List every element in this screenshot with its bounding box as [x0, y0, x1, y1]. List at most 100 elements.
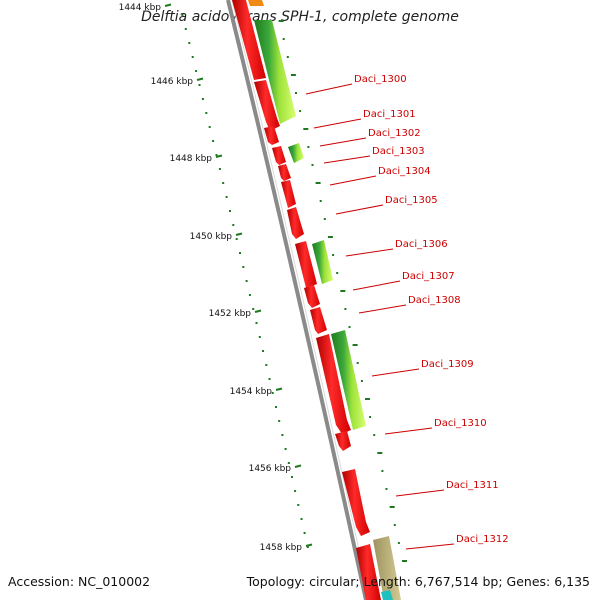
scale-minor-tick: [235, 238, 238, 240]
genome-backbone-highlight: [231, 0, 371, 600]
strand-tick: [344, 308, 347, 310]
gene-label: Daci_1305: [385, 195, 438, 206]
scale-minor-tick: [287, 462, 290, 464]
scale-minor-tick: [212, 140, 215, 142]
strand-tick: [295, 92, 297, 94]
strand-tick: [319, 200, 322, 202]
gene-label: Daci_1306: [395, 239, 448, 250]
strand-tick: [381, 470, 384, 472]
scale-label: 1456 kbp: [249, 464, 292, 474]
strand-tick: [286, 56, 289, 58]
scale-minor-tick: [248, 294, 251, 296]
gene-block-khaki: [373, 536, 401, 600]
scale-label: 1452 kbp: [209, 309, 252, 319]
gene-leader-line: [305, 83, 353, 95]
scale-major-tick: [294, 464, 302, 468]
scale-minor-tick: [255, 322, 258, 324]
strand-tick: [282, 38, 285, 40]
accession-text: Accession: NC_010002: [8, 574, 151, 589]
strand-tick: [365, 398, 370, 400]
scale-major-tick: [164, 3, 172, 7]
scale-label: 1448 kbp: [170, 154, 213, 164]
scale-minor-tick: [218, 168, 221, 170]
gene-block-red: [335, 431, 351, 451]
gene-block-green: [312, 240, 333, 284]
scale-minor-tick: [281, 434, 284, 436]
scale-minor-tick: [284, 448, 287, 450]
strand-tick: [327, 236, 333, 238]
strand-tick: [336, 272, 339, 274]
strand-tick: [352, 344, 358, 346]
strand-tick: [348, 326, 351, 328]
strand-tick: [332, 254, 335, 256]
gene-leader-line: [358, 304, 407, 314]
scale-minor-tick: [222, 182, 225, 184]
strand-tick: [307, 146, 310, 148]
gene-label-leaders: [305, 83, 455, 550]
scale-minor-tick: [275, 406, 277, 408]
strand-tick: [356, 362, 359, 364]
gene-block-red: [356, 544, 381, 600]
scale-label: 1444 kbp: [119, 3, 162, 13]
scale-minor-tick: [291, 476, 293, 478]
strand-tick: [278, 20, 284, 22]
scale-minor-tick: [258, 336, 261, 338]
strand-tick: [397, 542, 400, 544]
gene-label: Daci_1311: [446, 480, 499, 491]
gene-label: Daci_1308: [408, 295, 461, 306]
gene-leader-line: [329, 175, 377, 186]
scale-label: 1454 kbp: [230, 387, 273, 397]
strand-tick: [402, 560, 407, 562]
scale-label: 1458 kbp: [260, 543, 303, 553]
strand-tick: [323, 218, 326, 220]
scale-major-tick: [305, 543, 313, 547]
gene-block-red: [295, 241, 317, 288]
gene-leader-line: [352, 280, 401, 291]
strand-tick: [311, 164, 314, 166]
strand-tick: [303, 128, 309, 130]
gene-label: Daci_1300: [354, 74, 407, 85]
scale-label: 1446 kbp: [151, 77, 194, 87]
scale-labels: 1444 kbp 1446 kbp 1448 kbp 1450 kbp 1452 kbp…: [119, 3, 303, 553]
scale-minor-tick: [300, 518, 303, 520]
gene-leader-line: [313, 118, 362, 129]
map-title: Delftia acidovorans SPH-1, complete geno…: [141, 9, 459, 25]
scale-minor-tick: [268, 378, 271, 380]
strand-tick: [393, 524, 396, 526]
gene-label: Daci_1303: [372, 146, 425, 157]
strand-tick: [360, 380, 363, 382]
strand-tick: [385, 488, 388, 490]
gene-label: Daci_1302: [368, 128, 421, 139]
gene-leader-line: [371, 368, 420, 377]
scale-minor-tick: [184, 28, 187, 30]
scale-minor-tick: [242, 266, 245, 268]
gene-leader-line: [335, 204, 384, 215]
scale-major-tick: [215, 154, 223, 158]
gene-label: Daci_1301: [363, 109, 416, 120]
strand-tick: [340, 290, 346, 292]
gene-block-green: [254, 20, 296, 124]
gene-block-red: [281, 180, 296, 208]
genome-summary-text: Topology: circular; Length: 6,767,514 bp…: [246, 574, 590, 589]
scale-minor-tick: [239, 252, 241, 254]
strand-tick: [315, 182, 321, 184]
scale-minor-tick: [191, 56, 194, 58]
scale-minor-tick: [195, 70, 198, 72]
gene-block-red: [316, 334, 351, 434]
gene-leader-line: [395, 489, 445, 497]
gene-block-red: [278, 164, 291, 181]
gene-leader-line: [323, 155, 371, 164]
scale-minor-tick: [188, 42, 191, 44]
gene-label: Daci_1312: [456, 534, 509, 545]
scale-major-tick: [275, 387, 283, 391]
gene-block-green: [331, 330, 366, 430]
gene-block-red: [304, 285, 320, 308]
gene-block-red: [342, 469, 370, 536]
gene-leader-line: [319, 137, 367, 147]
gene-label: Daci_1307: [402, 271, 455, 282]
scale-major-tick: [196, 77, 204, 81]
strand-tick: [377, 452, 383, 454]
gene-block-red: [310, 307, 327, 334]
scale-major-tick: [254, 309, 262, 313]
